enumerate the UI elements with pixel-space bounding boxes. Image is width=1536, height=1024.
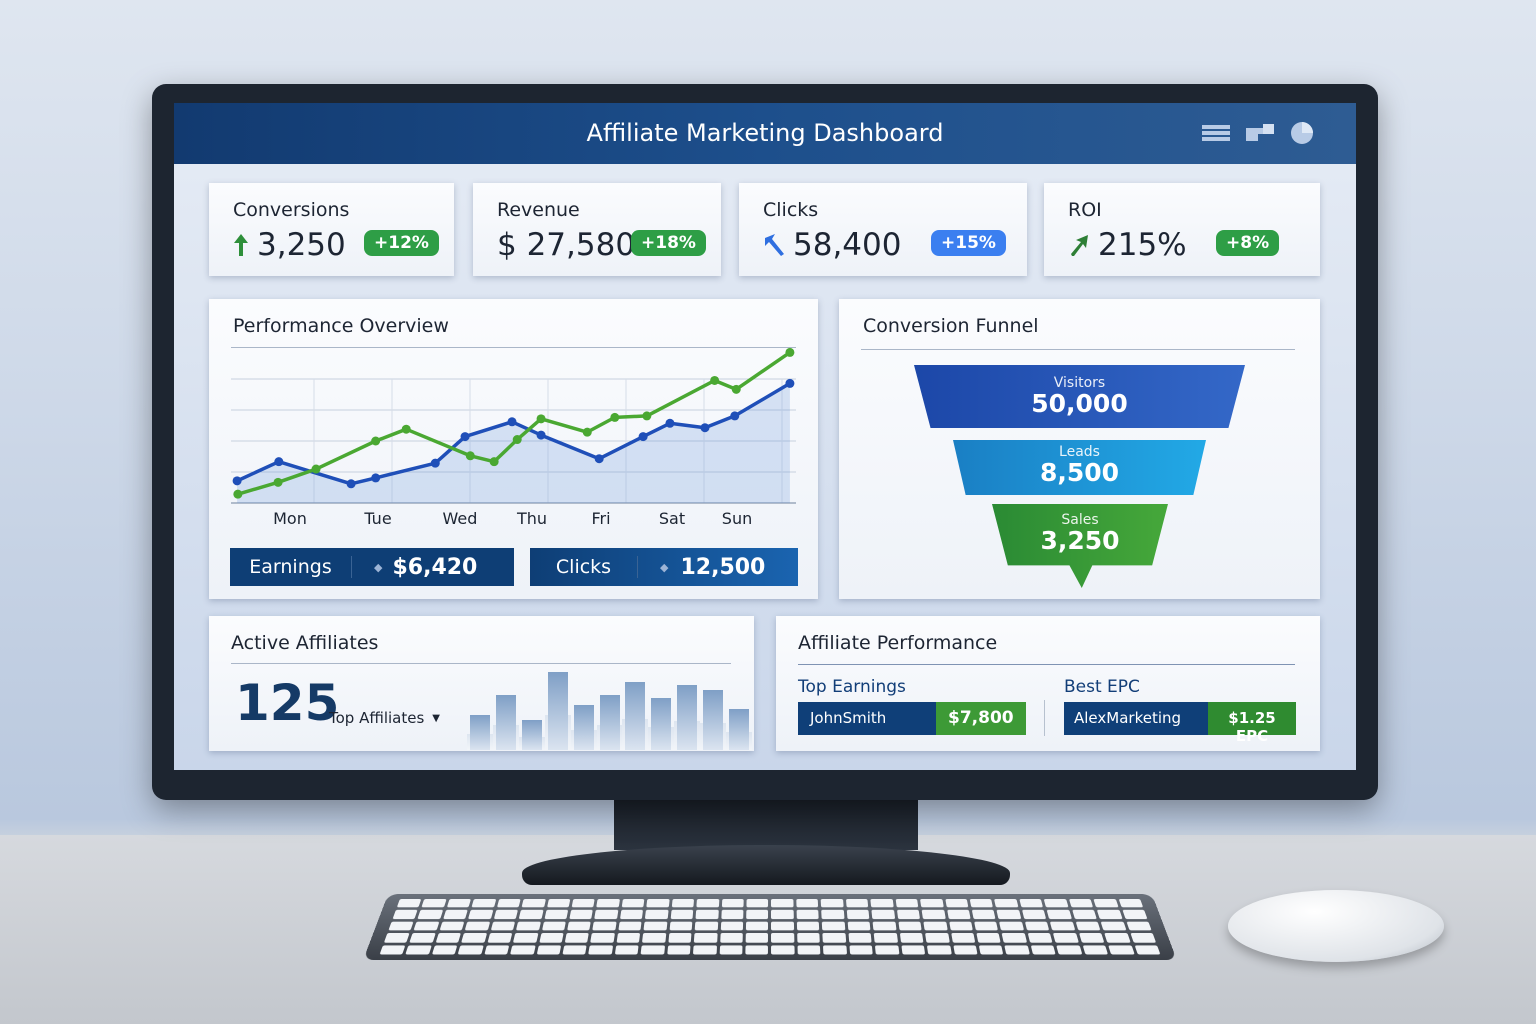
active-affiliates-panel: Active Affiliates 125 Top Affiliates ▼ <box>209 616 754 751</box>
performance-overview-panel: Performance Overview Mon Tue Wed Thu Fri Sat S… <box>209 299 818 599</box>
performance-line-chart <box>231 347 796 504</box>
data-point <box>785 378 795 388</box>
data-point <box>594 454 604 464</box>
kpi-card-revenue: Revenue $ 27,580 +18% <box>473 183 721 276</box>
monitor-stand <box>614 800 918 850</box>
data-point <box>582 427 592 437</box>
data-point <box>507 417 517 427</box>
layout-icon[interactable] <box>1246 124 1274 142</box>
data-point <box>371 436 381 446</box>
conversion-funnel-panel: Conversion Funnel Visitors 50,000 Leads 8,… <box>839 299 1320 599</box>
kpi-card-clicks: Clicks 58,400 +15% <box>739 183 1027 276</box>
change-badge: +15% <box>931 230 1006 256</box>
clicks-summary: Clicks ◆ 12,500 <box>530 548 798 586</box>
cursor-icon <box>765 234 784 256</box>
page-title: Affiliate Marketing Dashboard <box>586 119 944 147</box>
kpi-card-conversions: Conversions 3,250 +12% <box>209 183 454 276</box>
pie-chart-icon[interactable] <box>1290 121 1314 145</box>
data-point <box>610 412 620 422</box>
x-tick-label: Sat <box>658 509 686 528</box>
arrow-up-icon <box>234 234 248 256</box>
top-earner-row[interactable]: JohnSmith $7,800 <box>798 702 1026 735</box>
caret-down-icon: ▼ <box>432 713 440 724</box>
mouse <box>1228 890 1444 962</box>
x-tick-label: Thu <box>516 509 548 528</box>
data-point <box>274 457 284 467</box>
kpi-card-roi: ROI 215% +8% <box>1044 183 1320 276</box>
data-point <box>536 414 546 424</box>
panel-title: Active Affiliates <box>231 632 379 654</box>
earnings-summary: Earnings ◆ $6,420 <box>230 548 514 586</box>
affiliate-bar <box>703 690 724 750</box>
data-point <box>665 418 675 428</box>
change-badge: +18% <box>631 230 706 256</box>
x-tick-label: Mon <box>273 509 307 528</box>
monitor-base <box>522 845 1010 885</box>
change-badge: +12% <box>364 230 439 256</box>
diamond-icon: ◆ <box>374 560 383 574</box>
top-affiliates-dropdown[interactable]: Top Affiliates ▼ <box>329 709 440 727</box>
data-point <box>311 464 321 474</box>
data-point <box>233 489 243 499</box>
affiliate-bar <box>677 685 698 750</box>
funnel-step-sales: Sales 3,250 <box>992 504 1168 588</box>
data-point <box>465 451 475 461</box>
data-point <box>731 384 741 394</box>
data-point <box>232 476 242 486</box>
affiliate-count: 125 <box>235 674 340 732</box>
panel-title: Affiliate Performance <box>798 632 998 654</box>
data-point <box>273 477 283 487</box>
affiliate-bar <box>521 720 542 750</box>
x-tick-label: Sun <box>721 509 753 528</box>
data-point <box>642 411 652 421</box>
diamond-icon: ◆ <box>660 560 669 574</box>
x-tick-label: Wed <box>442 509 478 528</box>
affiliate-bar <box>729 709 750 750</box>
panel-title: Conversion Funnel <box>863 315 1039 337</box>
affiliate-bar <box>599 695 620 750</box>
dashboard-screen: Affiliate Marketing Dashboard Conversion… <box>174 103 1356 770</box>
affiliate-bar <box>470 715 490 750</box>
list-icon[interactable] <box>1202 124 1230 142</box>
arrow-up-right-icon <box>1071 235 1088 256</box>
best-epc-row[interactable]: AlexMarketing $1.25 EPC <box>1064 702 1296 745</box>
affiliate-bar <box>651 698 672 750</box>
change-badge: +8% <box>1216 230 1280 256</box>
data-point <box>638 432 648 442</box>
affiliate-performance-panel: Affiliate Performance Top Earnings JohnS… <box>776 616 1320 751</box>
data-point <box>401 424 411 434</box>
funnel-step-visitors: Visitors 50,000 <box>914 365 1245 428</box>
data-point <box>710 375 720 385</box>
data-point <box>785 347 795 357</box>
data-point <box>700 423 710 433</box>
funnel-step-leads: Leads 8,500 <box>953 440 1206 495</box>
data-point <box>512 435 522 445</box>
data-point <box>536 430 546 440</box>
x-tick-label: Tue <box>364 509 392 528</box>
data-point <box>346 479 356 489</box>
x-tick-label: Fri <box>591 509 611 528</box>
affiliate-bar <box>573 705 594 750</box>
data-point <box>489 457 499 467</box>
data-point <box>730 411 740 421</box>
data-point <box>430 458 440 468</box>
data-point <box>371 473 381 483</box>
affiliate-bar <box>625 682 646 750</box>
panel-title: Performance Overview <box>233 315 449 337</box>
keyboard <box>363 894 1177 960</box>
header: Affiliate Marketing Dashboard <box>174 103 1356 164</box>
affiliate-bar <box>495 695 516 750</box>
affiliate-bar <box>547 672 568 750</box>
data-point <box>460 432 470 442</box>
